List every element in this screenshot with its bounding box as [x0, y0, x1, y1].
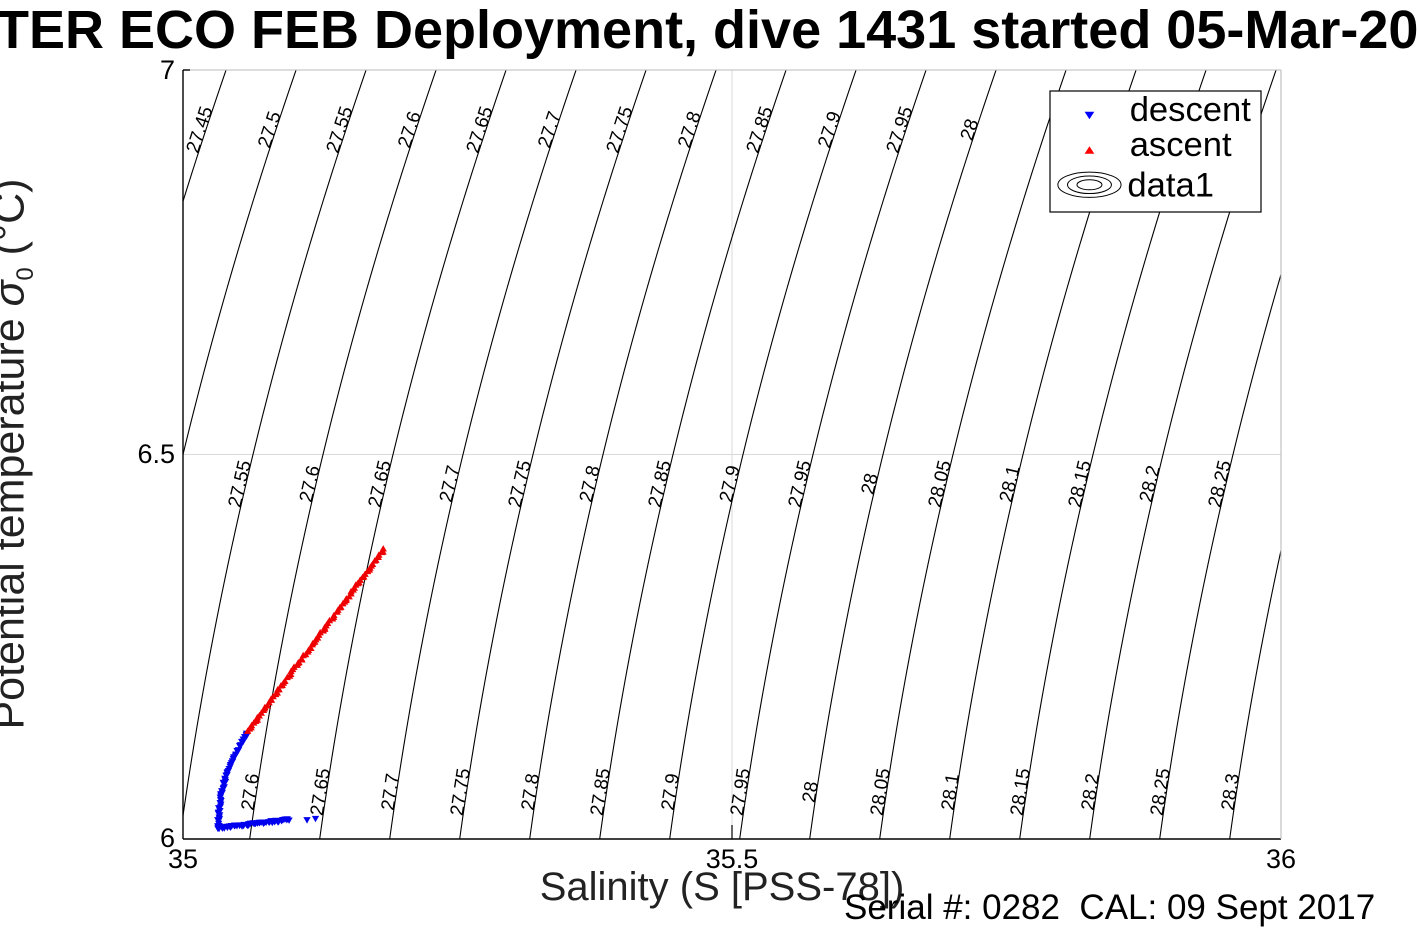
- svg-text:27.65: 27.65: [463, 104, 498, 156]
- svg-text:27.6: 27.6: [238, 772, 264, 812]
- svg-text:28.15: 28.15: [1065, 458, 1096, 509]
- svg-text:27.6: 27.6: [394, 109, 426, 151]
- svg-text:27.75: 27.75: [447, 767, 475, 817]
- svg-text:27.8: 27.8: [518, 772, 544, 812]
- svg-text:27.85: 27.85: [587, 767, 615, 817]
- svg-text:27.5: 27.5: [254, 109, 286, 151]
- svg-text:28.3: 28.3: [1218, 772, 1244, 812]
- svg-text:27.7: 27.7: [378, 772, 404, 812]
- svg-text:27.95: 27.95: [785, 458, 816, 509]
- svg-text:28.2: 28.2: [1078, 772, 1104, 812]
- svg-text:28.05: 28.05: [925, 458, 956, 509]
- svg-text:27.65: 27.65: [365, 458, 396, 509]
- svg-text:27.8: 27.8: [674, 109, 706, 151]
- svg-text:6.5: 6.5: [137, 439, 175, 469]
- svg-text:7: 7: [160, 55, 175, 85]
- svg-text:27.9: 27.9: [716, 464, 745, 505]
- svg-text:27.9: 27.9: [658, 772, 684, 812]
- svg-text:27.55: 27.55: [323, 104, 358, 156]
- svg-text:27.8: 27.8: [576, 464, 605, 505]
- svg-text:36: 36: [1266, 844, 1296, 874]
- svg-text:27.45: 27.45: [183, 104, 218, 156]
- svg-text:28.1: 28.1: [996, 464, 1025, 505]
- svg-text:27.75: 27.75: [603, 104, 638, 156]
- svg-text:27.55: 27.55: [225, 458, 256, 509]
- svg-text:ascent: ascent: [1130, 126, 1232, 164]
- svg-text:28: 28: [858, 471, 883, 496]
- svg-text:data1: data1: [1127, 166, 1214, 204]
- svg-text:27.7: 27.7: [534, 109, 566, 151]
- svg-text:28: 28: [799, 780, 823, 804]
- svg-text:27.9: 27.9: [814, 109, 846, 151]
- svg-text:27.95: 27.95: [727, 767, 755, 817]
- svg-text:27.85: 27.85: [743, 104, 778, 156]
- svg-text:27.85: 27.85: [645, 458, 676, 509]
- svg-text:27.7: 27.7: [436, 464, 465, 505]
- svg-text:28.25: 28.25: [1205, 458, 1236, 509]
- svg-text:27.95: 27.95: [883, 104, 918, 156]
- svg-text:35: 35: [168, 844, 198, 874]
- svg-text:28.2: 28.2: [1136, 464, 1165, 505]
- svg-text:descent: descent: [1130, 91, 1252, 129]
- svg-text:28.25: 28.25: [1147, 767, 1175, 817]
- svg-text:28.05: 28.05: [867, 767, 895, 817]
- svg-text:28.15: 28.15: [1007, 767, 1035, 817]
- svg-text:27.6: 27.6: [296, 464, 325, 505]
- svg-text:27.75: 27.75: [505, 458, 536, 509]
- svg-text:28.1: 28.1: [938, 772, 964, 812]
- svg-text:27.65: 27.65: [307, 767, 335, 817]
